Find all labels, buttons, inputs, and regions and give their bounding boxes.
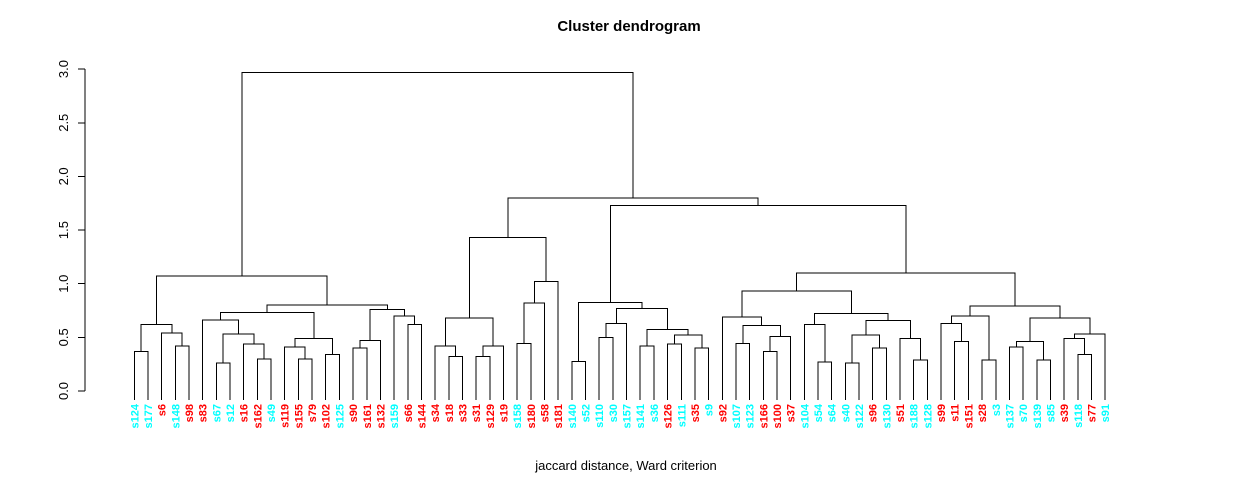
leaf-label-s177: s177 [143,404,155,428]
dendrogram-tree [133,71,1106,400]
leaf-label-s12: s12 [225,404,237,422]
leaf-label-s64: s64 [827,403,839,422]
leaf-label-s67: s67 [211,404,223,422]
leaf-label-s144: s144 [416,403,428,428]
leaf-label-s49: s49 [266,404,278,422]
leaf-label-s166: s166 [758,404,770,428]
leaf-label-s100: s100 [772,404,784,428]
leaf-label-s157: s157 [622,404,634,428]
leaf-label-s141: s141 [635,404,647,428]
y-axis-line [78,68,86,392]
leaf-label-s128: s128 [922,404,934,428]
leaf-label-s18: s18 [444,404,456,422]
leaf-labels: s124 s177 s6 s148 s98 s83 s67 s12 s16 s162 s49 s119… [129,403,1112,428]
leaf-label-s91: s91 [1100,404,1112,422]
leaf-label-s52: s52 [581,404,593,422]
leaf-label-s137: s137 [1004,404,1016,428]
leaf-label-s90: s90 [348,404,360,422]
leaf-label-s66: s66 [403,404,415,422]
x-axis-sub-label: jaccard distance, Ward criterion [534,458,717,473]
leaf-label-s19: s19 [499,404,511,422]
leaf-label-s159: s159 [389,404,401,428]
leaf-label-s126: s126 [663,404,675,428]
leaf-label-s148: s148 [170,404,182,428]
leaf-label-s132: s132 [375,404,387,428]
leaf-label-s16: s16 [239,404,251,422]
leaf-label-s40: s40 [840,404,852,422]
leaf-label-s28: s28 [977,404,989,422]
leaf-label-s79: s79 [307,404,319,422]
leaf-label-s125: s125 [334,404,346,428]
leaf-label-s104: s104 [799,403,811,428]
leaf-label-s155: s155 [293,404,305,428]
leaf-label-s123: s123 [745,404,757,428]
y-tick-label: 0.0 [56,382,71,400]
y-tick-label: 1.0 [56,275,71,293]
leaf-label-s58: s58 [540,404,552,422]
leaf-label-s188: s188 [909,404,921,428]
leaf-label-s151: s151 [963,404,975,428]
leaf-label-s139: s139 [1032,404,1044,428]
leaf-label-s161: s161 [362,404,374,428]
leaf-label-s77: s77 [1086,404,1098,422]
chart-title: Cluster dendrogram [557,18,700,35]
y-tick-label: 2.5 [56,114,71,132]
leaf-label-s33: s33 [457,404,469,422]
y-axis: 0.0 0.5 1.0 1.5 2.0 2.5 3.0 [56,60,86,400]
leaf-label-s31: s31 [471,404,483,422]
leaf-label-s96: s96 [868,404,880,422]
leaf-label-s122: s122 [854,404,866,428]
y-tick-label: 3.0 [56,60,71,78]
leaf-label-s181: s181 [553,404,565,428]
leaf-label-s39: s39 [1059,404,1071,422]
leaf-label-s140: s140 [567,404,579,428]
leaf-label-s110: s110 [594,404,606,428]
leaf-label-s129: s129 [485,404,497,428]
leaf-label-s102: s102 [321,404,333,428]
leaf-label-s9: s9 [704,404,716,416]
dendrogram-branches [133,71,1106,400]
leaf-label-s162: s162 [252,404,264,428]
leaf-label-s51: s51 [895,404,907,422]
leaf-label-s124: s124 [129,403,141,428]
leaf-label-s99: s99 [936,404,948,422]
leaf-label-s107: s107 [731,404,743,428]
leaf-label-s130: s130 [881,404,893,428]
leaf-label-s118: s118 [1073,404,1085,428]
leaf-label-s180: s180 [526,404,538,428]
leaf-label-s98: s98 [184,404,196,422]
leaf-label-s119: s119 [280,404,292,428]
leaf-label-s30: s30 [608,404,620,422]
leaf-label-s54: s54 [813,403,825,422]
y-tick-label: 0.5 [56,328,71,346]
leaf-label-s37: s37 [786,404,798,422]
leaf-label-s36: s36 [649,404,661,422]
leaf-label-s3: s3 [991,404,1003,416]
leaf-label-s85: s85 [1045,404,1057,422]
leaf-label-s111: s111 [676,404,688,427]
y-tick-label: 1.5 [56,221,71,239]
y-tick-label: 2.0 [56,167,71,185]
leaf-label-s158: s158 [512,404,524,428]
leaf-label-s92: s92 [717,404,729,422]
leaf-label-s70: s70 [1018,404,1030,422]
leaf-label-s6: s6 [157,404,169,416]
leaf-label-s11: s11 [950,404,962,422]
leaf-label-s34: s34 [430,403,442,422]
leaf-label-s83: s83 [198,404,210,422]
leaf-label-s35: s35 [690,404,702,422]
